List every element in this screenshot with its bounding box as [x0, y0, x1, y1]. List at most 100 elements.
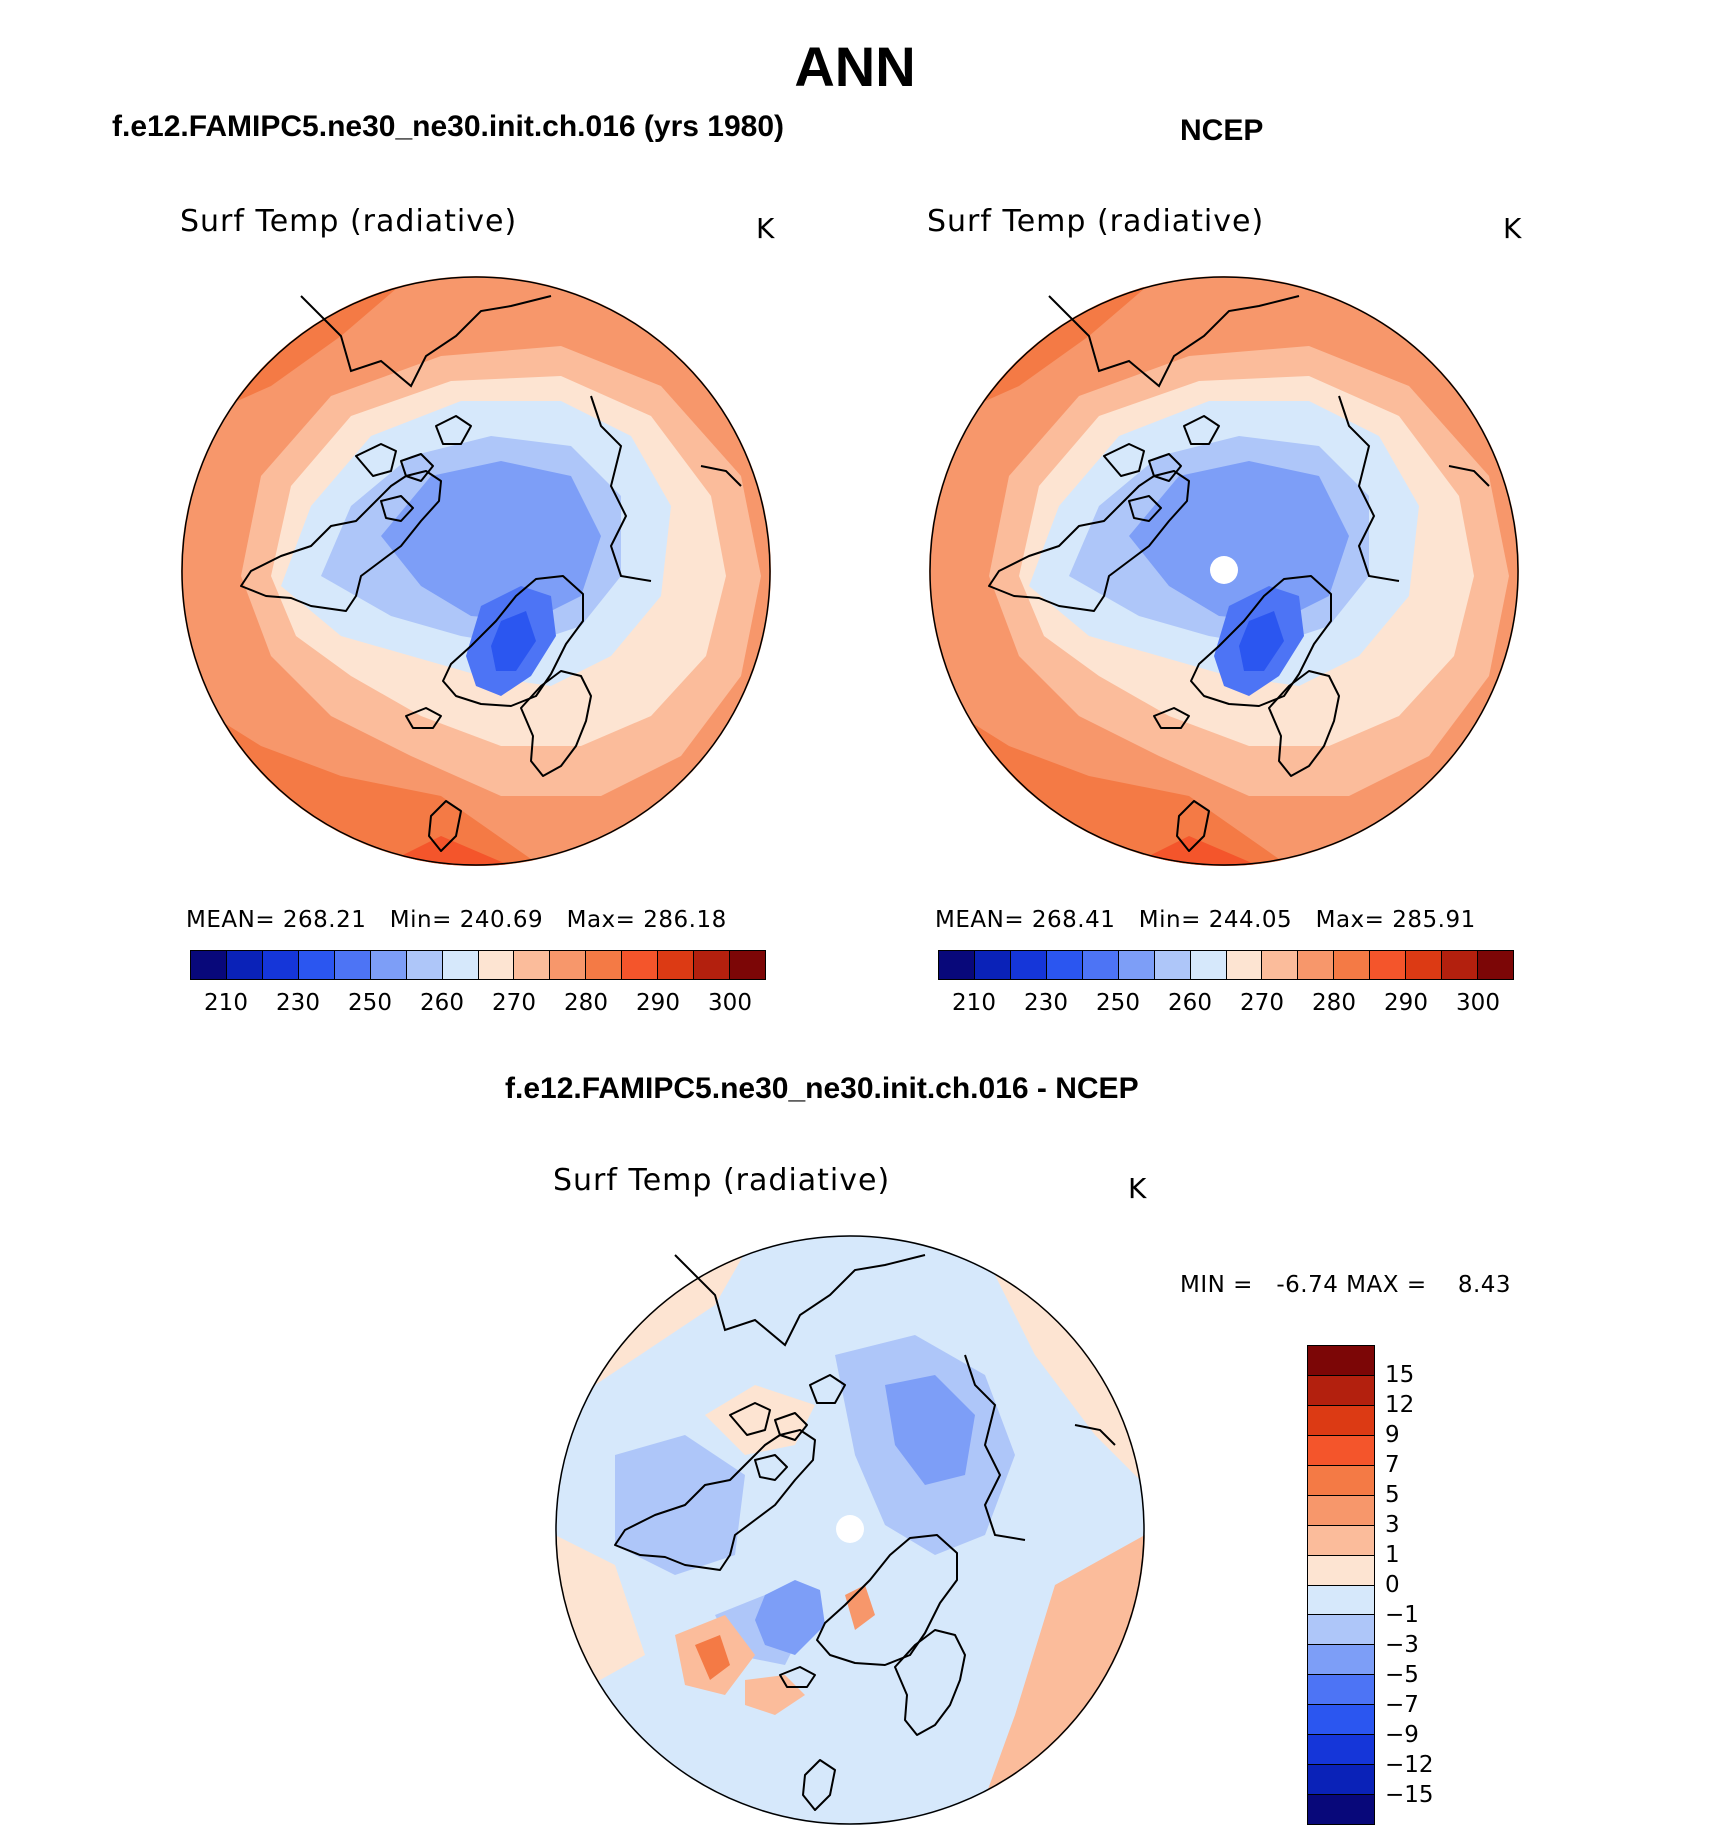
colorbar-tick-label: 210 — [952, 990, 996, 1016]
contour-field — [929, 276, 1519, 866]
diff-panel-heading: f.e12.FAMIPC5.ne30_ne30.init.ch.016 - NC… — [505, 1072, 1139, 1105]
colorbar-swatch — [730, 951, 765, 979]
coastline-iceland — [405, 707, 442, 729]
coastline-arch2 — [400, 453, 434, 482]
coastline-siberia — [1338, 395, 1400, 582]
colorbar-tick-label: 3 — [1385, 1512, 1400, 1538]
colorbar-tick-label: 12 — [1385, 1392, 1415, 1418]
contour-band — [491, 611, 536, 671]
colorbar-swatch — [658, 951, 695, 979]
model-variable-label: Surf Temp (radiative) — [180, 204, 518, 239]
contour-band — [695, 1635, 730, 1680]
colorbar-swatch — [514, 951, 551, 979]
colorbar-tick-label: 250 — [1096, 990, 1140, 1016]
colorbar-swatch — [939, 951, 975, 979]
colorbar-swatch — [1308, 1585, 1374, 1616]
colorbar-swatch — [1334, 951, 1371, 979]
colorbar-swatch — [1010, 951, 1047, 979]
colorbar-tick-label: 7 — [1385, 1452, 1400, 1478]
diff-variable-label: Surf Temp (radiative) — [553, 1163, 891, 1198]
colorbar-swatch — [1308, 1405, 1374, 1436]
colorbar-swatch — [298, 951, 335, 979]
colorbar-swatch — [1308, 1645, 1374, 1676]
coastline-eurasia — [674, 1254, 926, 1347]
colorbar-swatch — [1308, 1465, 1374, 1496]
colorbar-swatch — [1308, 1375, 1374, 1406]
contour-band — [615, 1435, 745, 1575]
colorbar-swatch — [622, 951, 659, 979]
colorbar-swatch — [1442, 951, 1479, 979]
obs-colorbar-ticks: 210 230 250 260 270 280 290 300 — [938, 990, 1514, 1020]
coastline-alaska — [700, 465, 742, 487]
contour-field — [181, 276, 771, 866]
colorbar-tick-label: 5 — [1385, 1482, 1400, 1508]
colorbar-swatch — [1478, 951, 1513, 979]
colorbar-tick-label: −9 — [1385, 1722, 1419, 1748]
obs-variable-label: Surf Temp (radiative) — [927, 204, 1265, 239]
coastlines — [240, 295, 742, 852]
colorbar-swatch — [1298, 951, 1335, 979]
colorbar-swatch — [1190, 951, 1227, 979]
colorbar-tick-label: 250 — [348, 990, 392, 1016]
colorbar-swatch — [1308, 1555, 1374, 1586]
colorbar-swatch — [1308, 1495, 1374, 1526]
map-border — [555, 1235, 1145, 1825]
colorbar-swatch — [1118, 951, 1155, 979]
colorbar-swatch — [1308, 1615, 1374, 1646]
coastline-iceland — [1153, 707, 1190, 729]
colorbar-tick-label: 260 — [420, 990, 464, 1016]
pole-missing-dot — [1210, 556, 1238, 584]
coastline-arch3 — [435, 415, 472, 445]
coastline-arch1 — [1103, 443, 1145, 477]
colorbar-tick-label: 230 — [1024, 990, 1068, 1016]
colorbar-swatch — [406, 951, 443, 979]
diff-colorbar-ticks: 15 12 9 7 5 3 1 0 −1 −3 −5 −7 −9 −12 −15 — [1385, 1345, 1465, 1825]
coastline-arch3 — [1183, 415, 1220, 445]
contour-band — [885, 1375, 975, 1485]
colorbar-tick-label: 15 — [1385, 1362, 1415, 1388]
colorbar-swatch — [1226, 951, 1263, 979]
model-units-label: K — [756, 212, 776, 245]
map-border — [929, 276, 1519, 866]
coastline-uk — [428, 800, 462, 852]
coastline-arch4 — [380, 495, 414, 522]
coastline-arch1 — [355, 443, 397, 477]
colorbar-tick-label: −15 — [1385, 1782, 1434, 1808]
colorbar-tick-label: 210 — [204, 990, 248, 1016]
obs-colorbar — [938, 950, 1514, 980]
coastline-eurasia — [1048, 295, 1300, 388]
coastline-scand — [520, 670, 592, 777]
colorbar-tick-label: 1 — [1385, 1542, 1400, 1568]
coastline-alaska — [1448, 465, 1490, 487]
colorbar-swatch — [334, 951, 371, 979]
coastline-arch3 — [809, 1374, 846, 1404]
season-title: ANN — [794, 35, 916, 98]
contour-band — [755, 1580, 825, 1655]
colorbar-swatch — [1308, 1765, 1374, 1796]
colorbar-tick-label: 280 — [564, 990, 608, 1016]
contour-band — [1239, 611, 1284, 671]
colorbar-tick-label: 260 — [1168, 990, 1212, 1016]
colorbar-tick-label: 9 — [1385, 1422, 1400, 1448]
colorbar-swatch — [1308, 1435, 1374, 1466]
colorbar-tick-label: 300 — [1456, 990, 1500, 1016]
coastline-arch4 — [754, 1454, 788, 1481]
diff-units-label: K — [1128, 1172, 1148, 1205]
colorbar-swatch — [586, 951, 623, 979]
colorbar-swatch — [1262, 951, 1299, 979]
diff-colorbar — [1307, 1345, 1375, 1825]
pole-missing-dot — [836, 1515, 864, 1543]
coastline-canada — [240, 470, 442, 612]
coastline-canada — [614, 1429, 816, 1571]
map-border — [181, 276, 771, 866]
diff-stats: MIN = -6.74 MAX = 8.43 — [1180, 1272, 1512, 1298]
coastline-arch2 — [1148, 453, 1182, 482]
colorbar-tick-label: 300 — [708, 990, 752, 1016]
model-colorbar-ticks: 210 230 250 260 270 280 290 300 — [190, 990, 766, 1020]
coastline-scand — [894, 1629, 966, 1736]
colorbar-swatch — [974, 951, 1011, 979]
colorbar-swatch — [694, 951, 731, 979]
colorbar-tick-label: −5 — [1385, 1662, 1419, 1688]
colorbar-tick-label: 230 — [276, 990, 320, 1016]
coastline-arch4 — [1128, 495, 1162, 522]
